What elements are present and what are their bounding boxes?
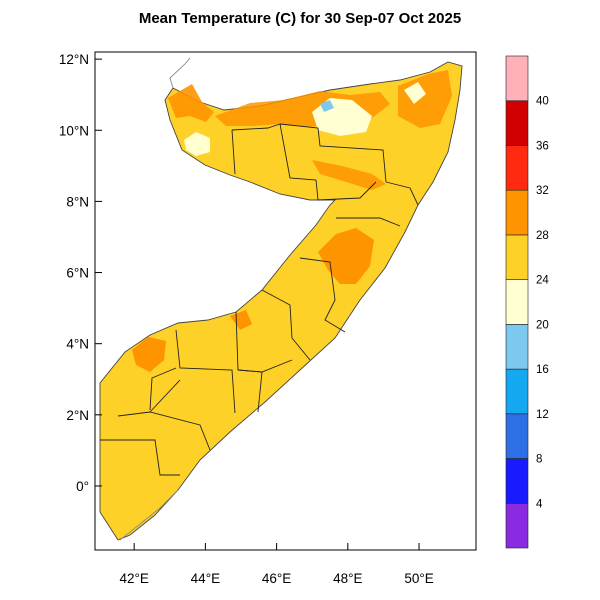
colorbar-bin (505, 145, 529, 191)
lat-tick-label: 0° (76, 479, 89, 494)
colorbar-bin (505, 413, 529, 459)
lon-tick-label: 42°E (119, 571, 148, 586)
colorbar-label: 28 (536, 230, 549, 242)
region-boundaries (100, 123, 419, 476)
lat-tick-label: 10°N (59, 123, 89, 138)
temp-zone-28-32-northwest (168, 84, 214, 122)
colorbar-bin (505, 55, 529, 102)
longitude-ticks: 42°E 44°E 46°E 48°E 50°E (119, 543, 434, 586)
colorbar-label: 12 (536, 409, 549, 421)
temp-zone-28-32-southwest (132, 337, 166, 372)
lat-tick-label: 4°N (66, 337, 89, 352)
temp-zone-28-32-central-band (312, 160, 386, 190)
colorbar-bin (505, 502, 529, 549)
temp-zone-28-32-central (318, 228, 374, 284)
colorbar-label: 24 (536, 275, 549, 287)
map-title: Mean Temperature (C) for 30 Sep-07 Oct 2… (138, 10, 462, 27)
colorbar-bin (505, 368, 529, 415)
colorbar-bin (505, 458, 529, 504)
lat-tick-label: 2°N (66, 408, 89, 423)
colorbar: 4 8 12 16 20 24 28 32 36 40 (505, 55, 549, 549)
colorbar-label: 8 (536, 454, 542, 466)
lat-tick-label: 8°N (66, 194, 89, 209)
colorbar-label: 36 (536, 140, 549, 152)
temp-zone-20-24-northeast (404, 82, 426, 104)
neighbor-borders (119, 57, 191, 541)
temp-zone-20-24-northwest (184, 132, 210, 156)
colorbar-bin (505, 189, 529, 236)
lon-tick-label: 46°E (262, 571, 291, 586)
lon-tick-label: 48°E (333, 571, 362, 586)
colorbar-label: 16 (536, 364, 549, 376)
lat-tick-label: 6°N (66, 266, 89, 281)
lat-tick-label: 12°N (59, 52, 89, 67)
colorbar-label: 32 (536, 185, 549, 197)
temp-zone-28-32-northeast (398, 70, 452, 128)
temp-zone-16-20-spot (320, 100, 334, 112)
colorbar-bin (505, 234, 529, 280)
colorbar-label: 40 (536, 96, 549, 108)
colorbar-bin (505, 279, 529, 325)
colorbar-label: 4 (536, 498, 543, 510)
latitude-ticks: 12°N 10°N 8°N 6°N 4°N 2°N 0° (59, 52, 102, 494)
lon-tick-label: 44°E (191, 571, 220, 586)
colorbar-bin (505, 324, 529, 370)
colorbar-bin (505, 100, 529, 146)
lon-tick-label: 50°E (404, 571, 433, 586)
colorbar-label: 20 (536, 319, 549, 331)
temp-zone-28-32-south-central (230, 310, 252, 330)
